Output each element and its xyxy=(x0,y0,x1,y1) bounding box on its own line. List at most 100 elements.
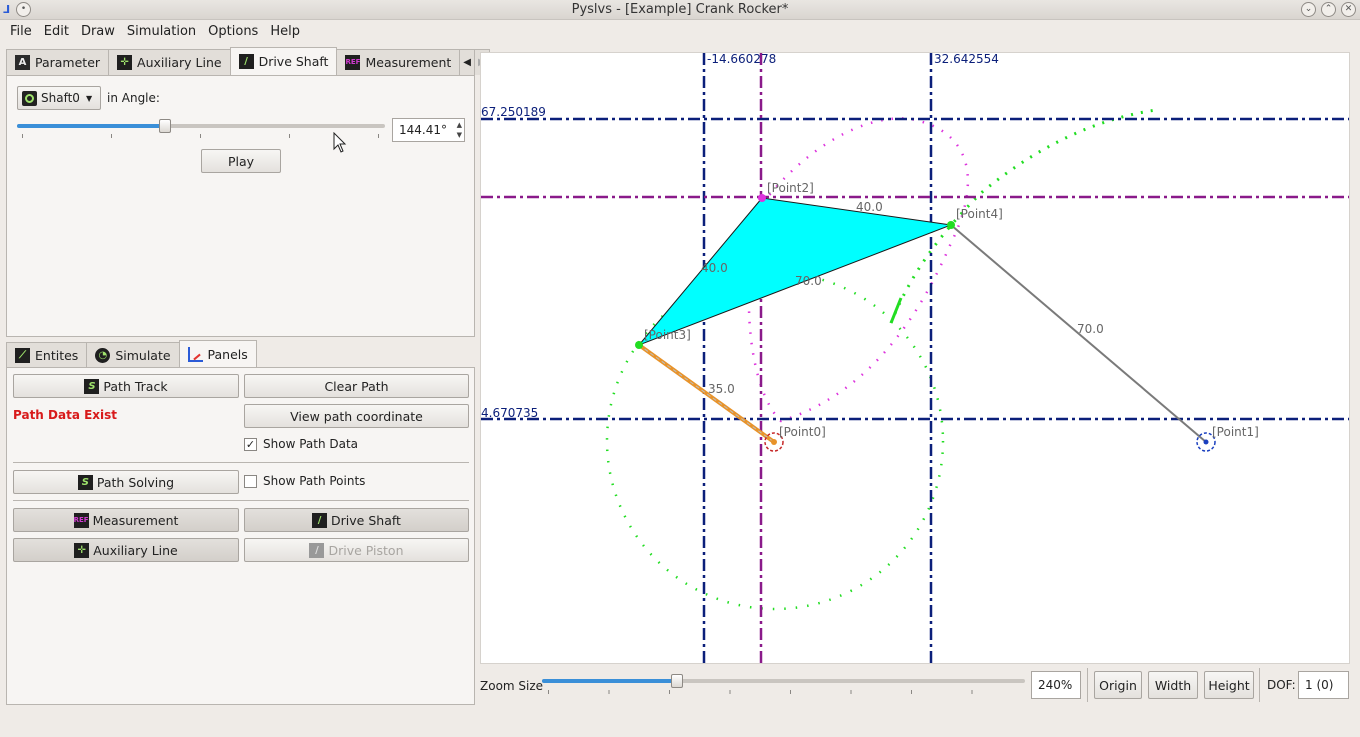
point1-ground[interactable] xyxy=(1196,432,1216,452)
origin-button[interactable]: Origin xyxy=(1094,671,1142,699)
app-icon[interactable]: ⅃ xyxy=(3,3,11,16)
close-icon[interactable]: ✕ xyxy=(1341,2,1356,17)
separator xyxy=(1259,668,1260,702)
auxiliary-line-icon: ✛ xyxy=(74,542,90,558)
pin-icon[interactable]: • xyxy=(16,2,32,17)
shaft-select[interactable]: Shaft0 ▼ xyxy=(17,86,101,110)
mouse-cursor-icon xyxy=(333,132,347,153)
menu-file[interactable]: File xyxy=(10,23,32,39)
auxiliary-line-label: Auxiliary Line xyxy=(93,542,178,558)
measurement-label: Measurement xyxy=(92,512,179,528)
tab-scroll-left[interactable]: ◀ xyxy=(459,49,475,75)
panels-panel: S Path Track Clear Path Path Data Exist … xyxy=(6,367,475,705)
menu-edit[interactable]: Edit xyxy=(43,23,69,39)
tab-drive-shaft-label: Drive Shaft xyxy=(258,54,329,69)
link-length-label: 70.0 xyxy=(1077,322,1104,336)
show-path-points-checkbox[interactable]: Show Path Points xyxy=(244,474,365,488)
minimize-icon[interactable]: ⌄ xyxy=(1301,2,1316,17)
separator xyxy=(1087,668,1088,702)
canvas-svg[interactable]: -14.660278 32.642554 67.250189 4.670735 … xyxy=(481,53,1349,663)
width-button[interactable]: Width xyxy=(1148,671,1198,699)
point3-joint[interactable] xyxy=(635,341,643,349)
dof-value: 1 (0) xyxy=(1305,678,1334,692)
point0-ground[interactable] xyxy=(764,432,784,452)
point2-path xyxy=(747,117,970,423)
point-label: [Point2] xyxy=(767,181,814,195)
maximize-icon[interactable]: ⌃ xyxy=(1321,2,1336,17)
path-solving-button[interactable]: S Path Solving xyxy=(13,470,239,494)
menu-bar: File Edit Draw Simulation Options Help xyxy=(0,20,1360,42)
show-path-data-checkbox[interactable]: ✓ Show Path Data xyxy=(244,437,358,451)
chevron-down-icon: ▼ xyxy=(85,93,93,103)
view-path-coordinate-button[interactable]: View path coordinate xyxy=(244,404,469,428)
menu-simulation[interactable]: Simulation xyxy=(126,23,197,39)
guide-label-x-left: -14.660278 xyxy=(707,53,776,66)
path-track-label: Path Track xyxy=(103,378,168,394)
zoom-value-field[interactable]: 240% xyxy=(1031,671,1081,699)
window-title: Pyslvs - [Example] Crank Rocker* xyxy=(571,2,789,17)
coupler-triangle[interactable] xyxy=(637,197,953,347)
point3-path xyxy=(605,271,945,611)
tab-entities[interactable]: ⟋ Entites xyxy=(6,342,88,368)
drive-shaft-label: Drive Shaft xyxy=(331,512,401,528)
angle-slider-handle[interactable] xyxy=(158,119,171,133)
tab-simulate-label: Simulate xyxy=(115,348,171,363)
clear-path-button[interactable]: Clear Path xyxy=(244,374,469,398)
path-solving-label: Path Solving xyxy=(96,474,175,490)
tab-parameter[interactable]: A Parameter xyxy=(6,49,110,75)
point2-joint[interactable] xyxy=(758,194,766,202)
tab-panels-label: Panels xyxy=(207,347,248,362)
drive-piston-button[interactable]: / Drive Piston xyxy=(244,538,469,562)
drive-shaft-icon: / xyxy=(312,512,328,528)
path-data-status: Path Data Exist xyxy=(13,408,118,422)
play-button[interactable]: Play xyxy=(201,149,281,173)
point-label: [Point0] xyxy=(779,425,826,439)
point0-joint[interactable] xyxy=(771,439,777,445)
shaft-select-value: Shaft0 xyxy=(41,91,80,105)
drive-piston-label: Drive Piston xyxy=(328,542,404,558)
menu-draw[interactable]: Draw xyxy=(80,23,115,39)
auxiliary-line-button[interactable]: ✛ Auxiliary Line xyxy=(13,538,239,562)
height-label: Height xyxy=(1208,677,1250,693)
arrow-left-icon: ◀ xyxy=(463,57,471,68)
measurement-button[interactable]: REF Measurement xyxy=(13,508,239,532)
crank-link[interactable] xyxy=(637,343,776,444)
tab-drive-shaft[interactable]: / Drive Shaft xyxy=(229,47,338,75)
guide-label-y-top: 67.250189 xyxy=(481,105,546,119)
angle-spinbox[interactable]: 144.41° ▲ ▼ xyxy=(392,118,465,142)
angle-label: in Angle: xyxy=(107,91,160,105)
panels-icon xyxy=(187,347,203,362)
path-track-button[interactable]: S Path Track xyxy=(13,374,239,398)
tab-entities-label: Entites xyxy=(35,348,79,363)
menu-options[interactable]: Options xyxy=(208,23,259,39)
drive-shaft-button[interactable]: / Drive Shaft xyxy=(244,508,469,532)
height-button[interactable]: Height xyxy=(1204,671,1254,699)
tab-auxiliary-line[interactable]: ✛ Auxiliary Line xyxy=(108,49,231,75)
zoom-slider-handle[interactable] xyxy=(671,674,684,688)
view-path-coordinate-label: View path coordinate xyxy=(290,408,423,424)
angle-slider[interactable] xyxy=(17,119,385,146)
spin-arrows-icon[interactable]: ▲ ▼ xyxy=(456,121,462,139)
show-path-points-check[interactable] xyxy=(244,474,257,488)
bottom-tab-bar: ⟋ Entites ◔ Simulate Panels xyxy=(6,340,257,368)
zoom-value: 240% xyxy=(1038,678,1073,692)
rocker-link[interactable] xyxy=(950,224,1207,443)
measurement-icon: REF xyxy=(73,512,89,528)
menu-help[interactable]: Help xyxy=(270,23,300,39)
angle-slider-fill xyxy=(17,124,165,128)
tab-panels[interactable]: Panels xyxy=(178,340,257,368)
tab-measurement[interactable]: REF Measurement xyxy=(336,49,461,75)
tab-simulate[interactable]: ◔ Simulate xyxy=(86,342,180,368)
mechanism-canvas[interactable]: -14.660278 32.642554 67.250189 4.670735 … xyxy=(480,52,1350,664)
top-tab-bar: A Parameter ✛ Auxiliary Line / Drive Sha… xyxy=(6,47,490,75)
drive-shaft-panel: Shaft0 ▼ in Angle: 144.41° ▲ ▼ Play xyxy=(6,75,475,337)
zoom-slider[interactable] xyxy=(542,674,1025,698)
dof-field: 1 (0) xyxy=(1298,671,1349,699)
show-path-data-label: Show Path Data xyxy=(263,437,359,451)
point-label: [Point3] xyxy=(644,328,691,342)
point4-joint[interactable] xyxy=(947,221,955,229)
point1-joint[interactable] xyxy=(1203,439,1209,445)
show-path-data-check[interactable]: ✓ xyxy=(244,437,257,451)
zoom-label: Zoom Size xyxy=(480,679,544,693)
entities-icon: ⟋ xyxy=(15,348,30,363)
